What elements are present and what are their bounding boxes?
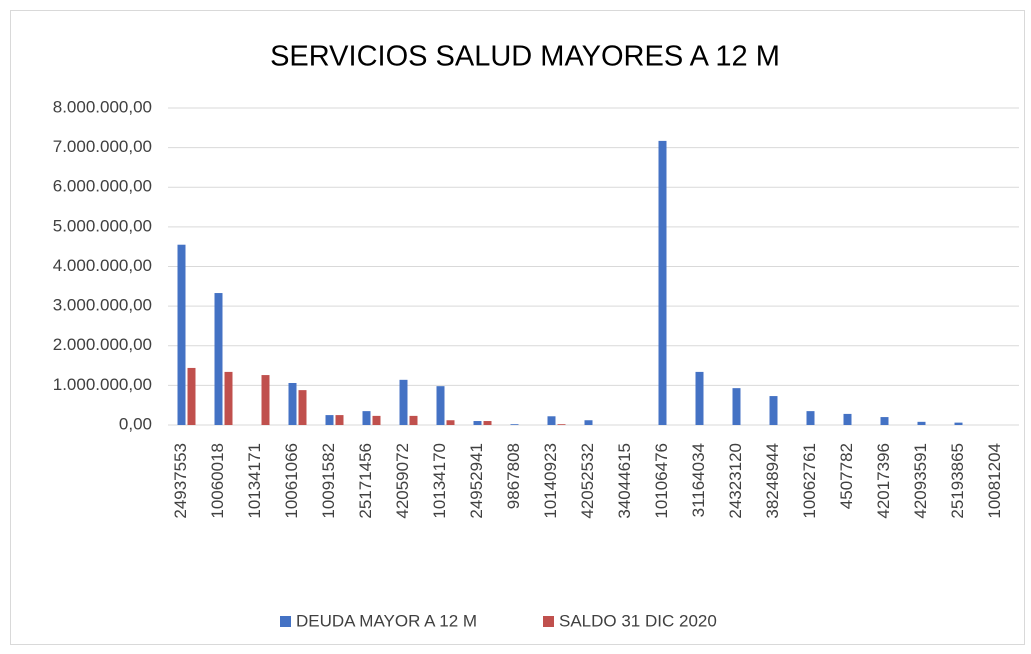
legend-label: SALDO 31 DIC 2020: [559, 611, 717, 630]
bar: [483, 421, 492, 425]
legend-swatch: [280, 616, 291, 627]
bar: [446, 420, 455, 425]
x-tick-label: 10060018: [208, 443, 227, 519]
bar: [695, 371, 704, 425]
x-tick-label: 10140923: [541, 443, 560, 519]
bar: [917, 421, 926, 425]
x-tick-label: 10134171: [245, 443, 264, 519]
x-tick-label: 25193865: [948, 443, 967, 519]
bar: [409, 415, 418, 425]
x-tick-label: 34044615: [615, 443, 634, 519]
x-tick-label: 25171456: [356, 443, 375, 519]
y-tick-label: 4.000.000,00: [53, 256, 152, 275]
bar: [473, 421, 482, 425]
bar: [954, 422, 963, 425]
bar: [298, 390, 307, 425]
x-tick-label: 24952941: [467, 443, 486, 519]
y-tick-label: 6.000.000,00: [53, 177, 152, 196]
y-tick-label: 8.000.000,00: [53, 97, 152, 116]
x-tick-label: 31164034: [689, 443, 708, 517]
x-tick-label: 42052532: [578, 443, 597, 519]
x-tick-label: 10061066: [282, 443, 301, 519]
x-tick-label: 42059072: [393, 443, 412, 519]
x-tick-label: 10106476: [652, 443, 671, 519]
bar: [224, 371, 233, 425]
bar: [732, 388, 741, 425]
x-tick-label: 10062761: [800, 443, 819, 519]
x-tick-label: 10134170: [430, 443, 449, 519]
bar: [261, 375, 270, 425]
bar: [325, 415, 334, 425]
bar: [372, 415, 381, 425]
chart-title: SERVICIOS SALUD MAYORES A 12 M: [270, 41, 780, 73]
x-tick-label: 10081204: [985, 443, 1004, 519]
bar: [335, 415, 344, 425]
bar: [399, 379, 408, 425]
x-tick-label: 4507782: [837, 443, 856, 509]
legend-label: DEUDA MAYOR A 12 M: [296, 611, 477, 630]
x-tick-label: 38248944: [763, 443, 782, 519]
x-tick-label: 42017396: [874, 443, 893, 519]
bar: [658, 140, 667, 426]
bar: [510, 424, 519, 425]
y-tick-label: 7.000.000,00: [53, 137, 152, 156]
bar: [177, 244, 186, 425]
x-tick-label: 24937553: [171, 443, 190, 519]
bar: [436, 386, 445, 425]
bar: [547, 416, 556, 425]
bar: [769, 396, 778, 425]
bar: [557, 424, 566, 425]
chart-frame: [10, 10, 1025, 645]
bar: [806, 411, 815, 425]
bar: [214, 293, 223, 425]
bar: [584, 420, 593, 425]
x-tick-label: 42093591: [911, 443, 930, 519]
legend-swatch: [543, 616, 554, 627]
y-tick-label: 2.000.000,00: [53, 335, 152, 354]
bar: [843, 413, 852, 425]
bar: [880, 417, 889, 425]
y-tick-label: 1.000.000,00: [53, 375, 152, 394]
bar: [362, 411, 371, 425]
x-tick-label: 10091582: [319, 443, 338, 519]
y-tick-label: 5.000.000,00: [53, 216, 152, 235]
bar: [288, 382, 297, 425]
bar: [187, 367, 196, 425]
y-tick-label: 3.000.000,00: [53, 296, 152, 315]
x-tick-label: 24323120: [726, 443, 745, 519]
x-tick-label: 9867808: [504, 443, 523, 509]
y-tick-label: 0,00: [119, 414, 152, 433]
